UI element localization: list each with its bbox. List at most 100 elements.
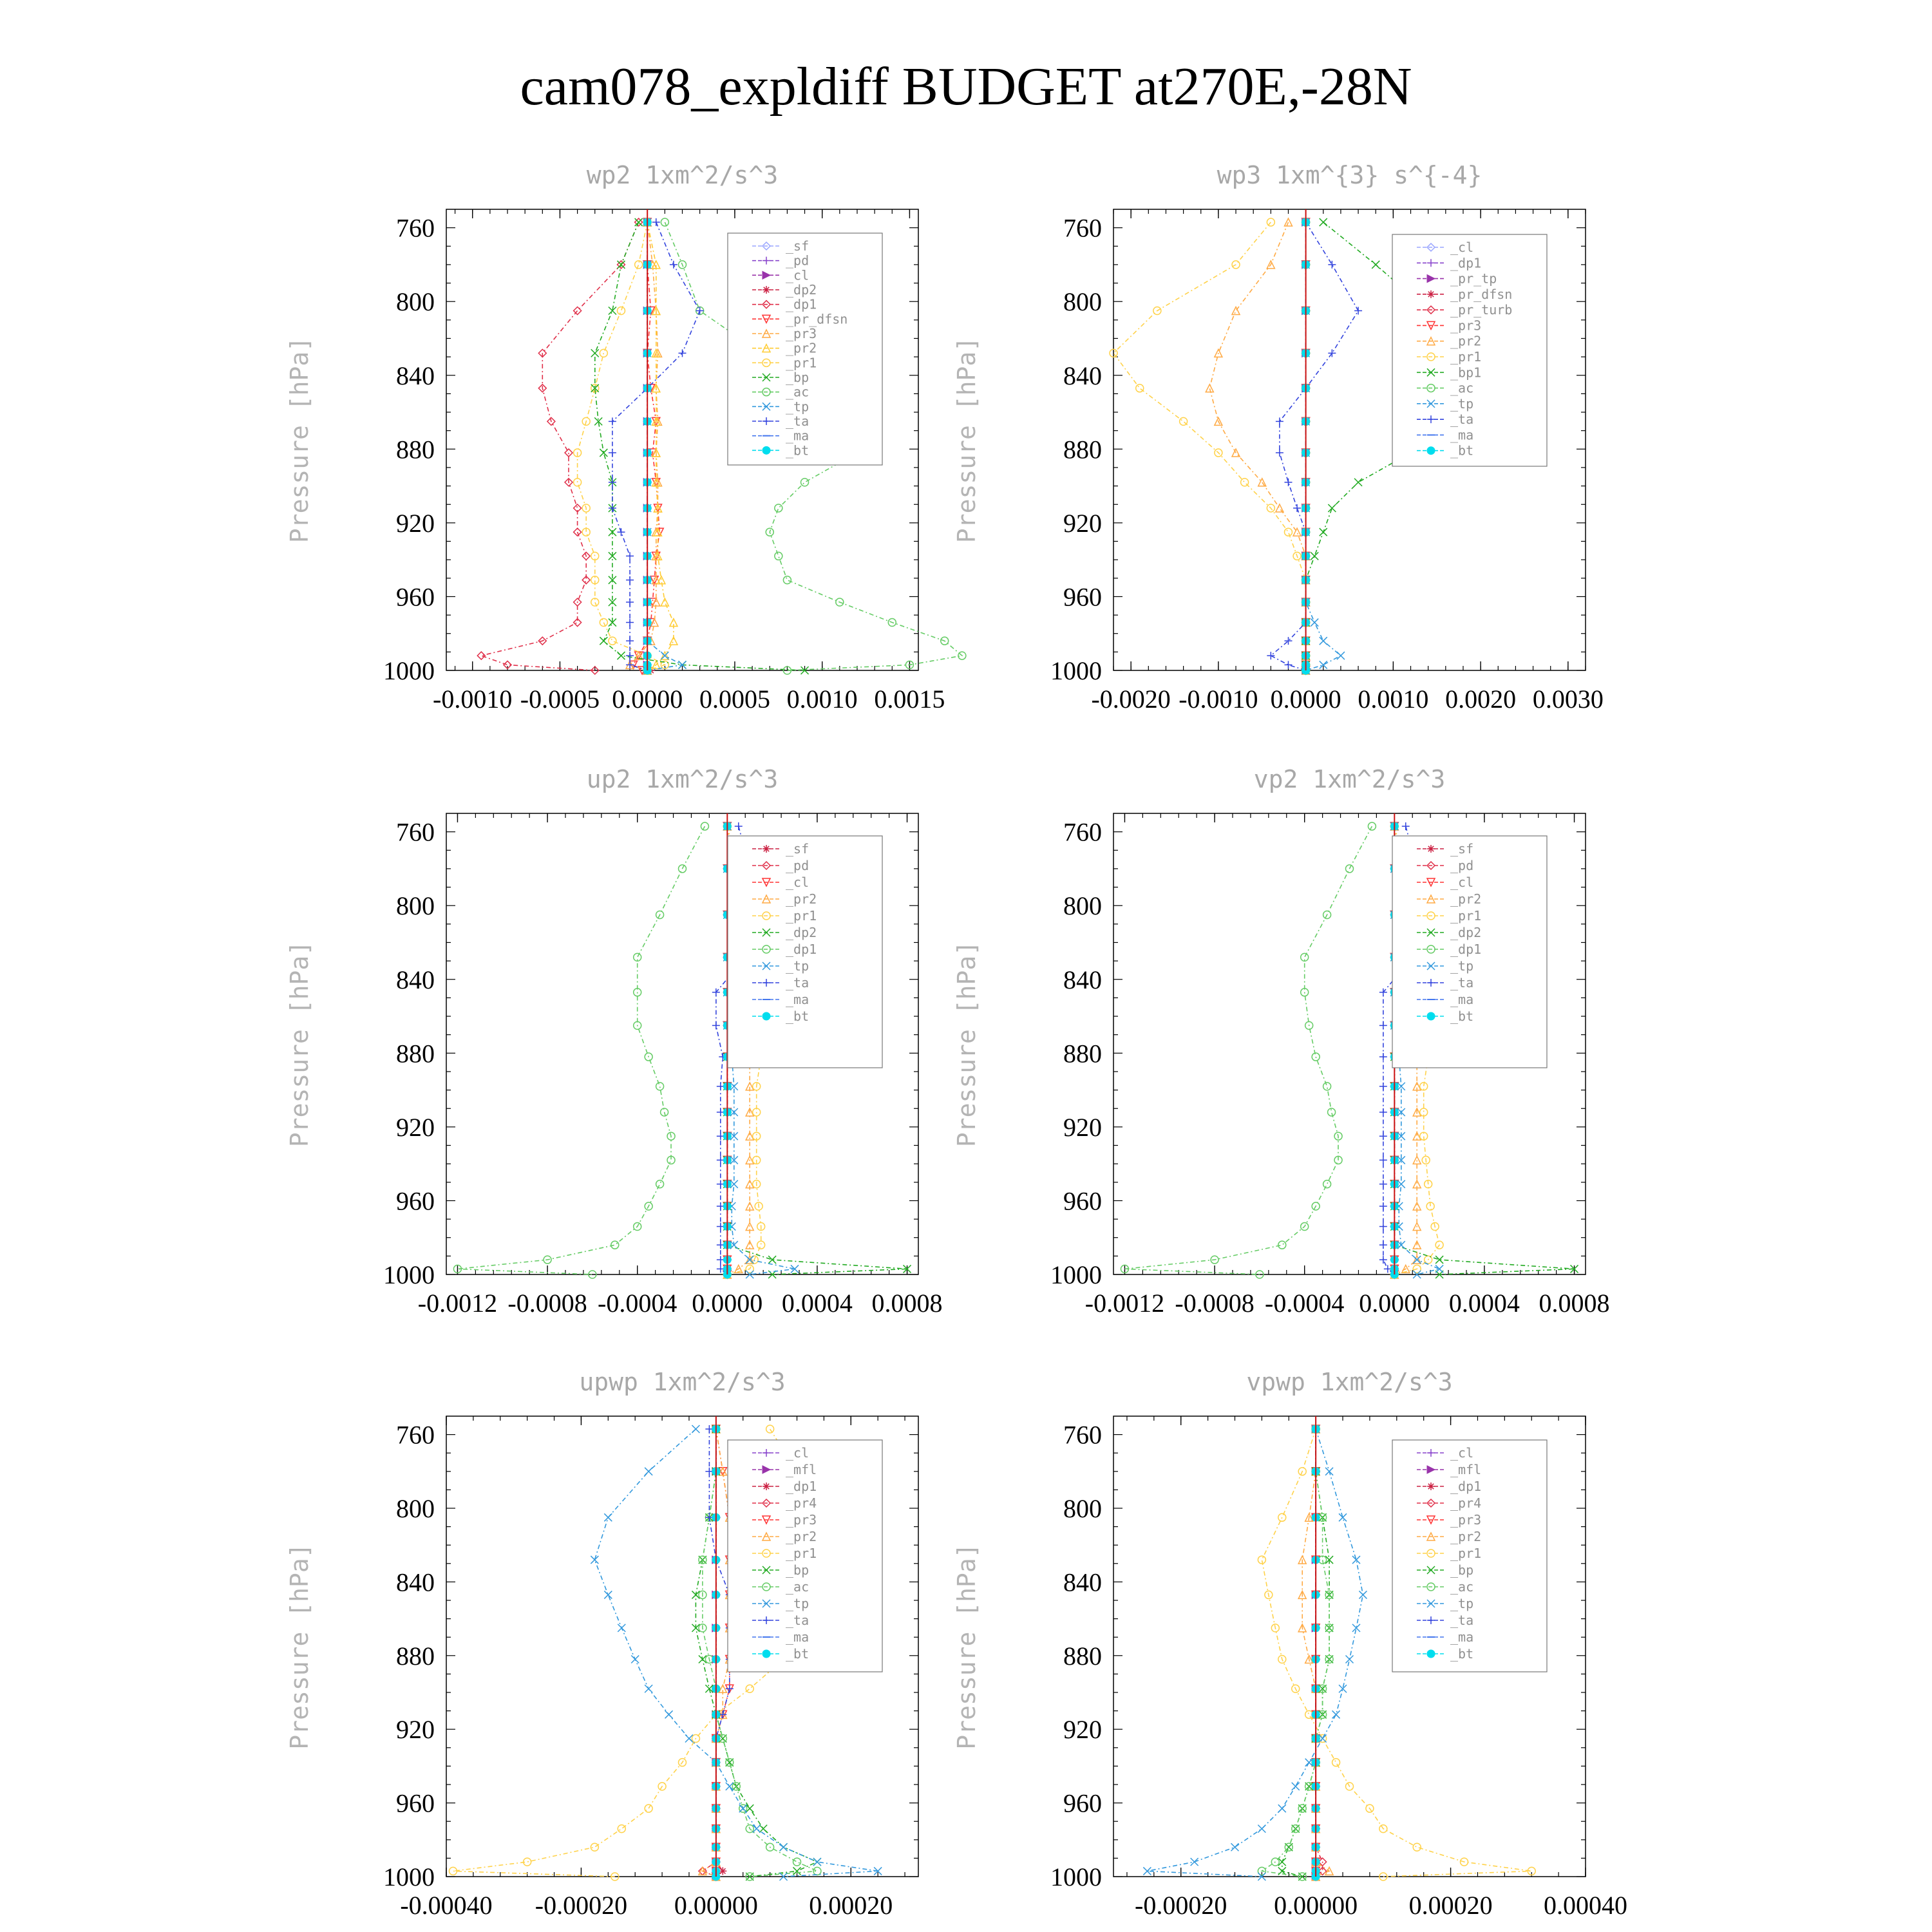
y-tick-label: 800 [396, 1494, 435, 1523]
series-bp [1278, 1425, 1334, 1881]
data-point [1278, 1654, 1287, 1664]
data-point [651, 305, 661, 316]
data-point [644, 1202, 653, 1211]
data-point [1266, 218, 1276, 227]
data-point [1297, 1623, 1307, 1633]
x-tick-label: 0.0020 [1445, 685, 1516, 714]
data-point [730, 1240, 739, 1249]
legend: _cl_mfl_dp1_pr4_pr3_pr2_pr1_bp_ac_tp_ta_… [727, 1439, 883, 1672]
legend-label: _tp [1450, 958, 1473, 974]
legend-marker [761, 328, 772, 338]
data-point [1336, 651, 1345, 660]
legend-label: _ac [786, 384, 809, 400]
data-point [1297, 1555, 1307, 1564]
data-point [1300, 952, 1309, 962]
data-point [678, 349, 687, 357]
plot-frame [446, 1416, 919, 1877]
legend-label: _mfl [786, 1462, 817, 1477]
legend-label: _dp1 [786, 1479, 817, 1494]
data-point [1109, 348, 1118, 358]
data-point [1120, 1264, 1130, 1274]
data-point [1435, 1240, 1444, 1249]
data-point [1231, 448, 1241, 457]
legend-marker [1427, 1616, 1435, 1624]
data-point [1278, 1804, 1287, 1813]
legend-marker [1426, 945, 1435, 954]
legend-marker [1426, 1549, 1435, 1558]
y-tick-label: 840 [396, 1567, 435, 1596]
data-point [1213, 348, 1224, 358]
legend-label: _ta [1450, 412, 1473, 427]
data-point [1325, 1624, 1334, 1633]
data-point [765, 527, 774, 536]
data-point [1379, 1824, 1388, 1833]
data-point [738, 1804, 748, 1813]
legend-label: _pd [786, 858, 809, 873]
data-point [611, 1872, 620, 1881]
data-point [835, 598, 844, 607]
data-point [1412, 1179, 1422, 1189]
y-tick-label: 920 [396, 1113, 435, 1142]
x-tick-label: -0.0008 [507, 1289, 587, 1318]
data-point [660, 218, 670, 227]
data-point [1379, 1108, 1387, 1116]
panel-4: 760 800 840 880 920 960 1000-0.0012 -0.0008 -0.0… [952, 765, 1610, 1318]
data-point [873, 1866, 882, 1875]
legend-label: _pr1 [786, 908, 817, 923]
data-point [668, 636, 679, 645]
data-point [1322, 910, 1332, 920]
legend-marker [762, 1649, 771, 1658]
data-point [659, 1108, 669, 1117]
data-point [453, 1264, 462, 1274]
data-point [1331, 1757, 1341, 1767]
data-point [1430, 1222, 1439, 1231]
data-point [1423, 1179, 1433, 1189]
data-point [616, 651, 626, 660]
data-point [1278, 1240, 1287, 1249]
data-point [658, 1782, 667, 1791]
y-tick-label: 800 [396, 891, 435, 920]
data-point [1257, 1824, 1266, 1833]
y-tick-label: 920 [1063, 509, 1102, 538]
legend-marker [762, 1549, 771, 1558]
data-point [1304, 1512, 1314, 1522]
data-point [1310, 618, 1319, 627]
data-point [1284, 1842, 1294, 1852]
data-point [1423, 1255, 1433, 1264]
series-line [576, 222, 667, 671]
data-point [1412, 1255, 1421, 1264]
x-tick-label: 0.0004 [1449, 1289, 1520, 1318]
data-point [546, 417, 556, 426]
legend-marker [762, 1465, 772, 1474]
legend: _sf_pd _cl_pr2_pr1 _dp2 _dp1_tp_ta _ma _bt [1392, 835, 1548, 1068]
data-point [813, 1866, 822, 1876]
legend-marker [762, 373, 771, 382]
x-tick-label: 0.0000 [692, 1289, 762, 1318]
data-point [745, 1240, 755, 1249]
data-point [591, 384, 600, 393]
data-point [634, 260, 643, 269]
y-tick-label: 880 [1063, 1039, 1102, 1068]
panel-title: wp3 1xm^{3} s^{-4} [1217, 161, 1482, 189]
panel-title: upwp 1xm^2/s^3 [579, 1368, 785, 1396]
y-axis-label: Pressure [hPa] [285, 1543, 314, 1749]
x-tick-label: 0.0015 [874, 685, 945, 714]
data-point [1379, 1202, 1387, 1211]
legend-marker [1426, 383, 1435, 393]
legend-label: _ma [1450, 1629, 1473, 1645]
data-point [745, 1201, 755, 1211]
legend-label: _bt [1450, 443, 1473, 459]
data-point [660, 650, 670, 660]
legend-marker [1426, 242, 1436, 252]
legend-marker [762, 446, 771, 455]
series-dp1 [1120, 822, 1377, 1279]
data-point [745, 1255, 755, 1264]
legend-label: _cl [1450, 1445, 1473, 1461]
data-point [573, 478, 582, 487]
x-tick-label: 0.0010 [1358, 685, 1428, 714]
legend-marker [762, 1566, 771, 1575]
data-point [617, 1824, 627, 1833]
data-point [1179, 417, 1188, 426]
data-point [668, 617, 679, 627]
legend-marker [762, 961, 771, 971]
